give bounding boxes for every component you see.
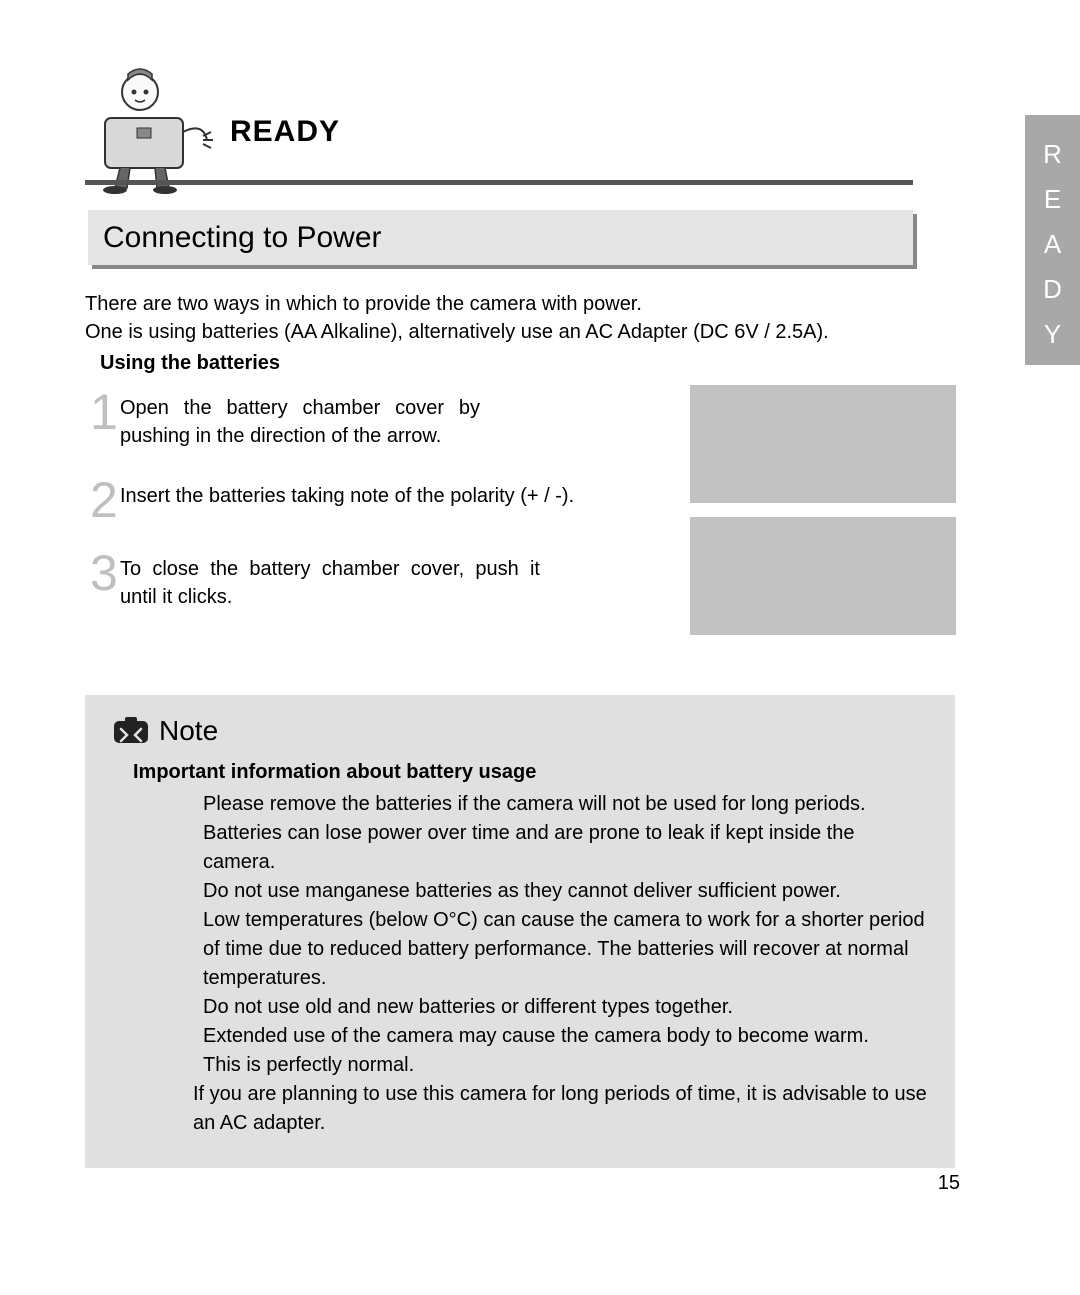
side-tab-letter: D: [1043, 270, 1062, 309]
step-item: 1 Open the battery chamber cover by push…: [90, 390, 610, 450]
note-icon: [113, 716, 149, 746]
page-number: 15: [938, 1172, 960, 1195]
note-body: Please remove the batteries if the camer…: [203, 790, 927, 1138]
figure-placeholder: [690, 517, 956, 635]
note-line: Extended use of the camera may cause the…: [203, 1022, 927, 1051]
step-item: 2 Insert the batteries taking note of th…: [90, 478, 610, 523]
horizontal-rule: [85, 180, 913, 185]
step-text: Open the battery chamber cover by pushin…: [120, 390, 480, 450]
step-text: Insert the batteries taking note of the …: [120, 478, 574, 510]
intro-text: There are two ways in which to provide t…: [85, 290, 905, 346]
side-tab-letter: A: [1044, 225, 1061, 264]
mascot-illustration: [85, 40, 225, 195]
note-line: If you are planning to use this camera f…: [193, 1080, 927, 1138]
note-line: Low temperatures (below O°C) can cause t…: [203, 906, 927, 993]
manual-page: READY R E A D Y Connecting to Power Ther…: [0, 0, 1080, 1295]
steps-list: 1 Open the battery chamber cover by push…: [90, 390, 610, 639]
image-placeholders: [690, 385, 956, 635]
subheading: Using the batteries: [100, 352, 280, 375]
section-title-text: Connecting to Power: [103, 221, 382, 255]
side-tab-letter: Y: [1044, 315, 1061, 354]
note-title: Note: [159, 715, 218, 747]
page-heading: READY: [230, 115, 340, 149]
note-subtitle: Important information about battery usag…: [133, 761, 927, 784]
side-tab-letter: R: [1043, 135, 1062, 174]
note-line: Please remove the batteries if the camer…: [203, 790, 927, 819]
note-box: Note Important information about battery…: [85, 695, 955, 1168]
side-tab-letter: E: [1044, 180, 1061, 219]
step-item: 3 To close the battery chamber cover, pu…: [90, 551, 610, 611]
step-number: 2: [90, 478, 120, 523]
intro-line: One is using batteries (AA Alkaline), al…: [85, 318, 905, 346]
step-text: To close the battery chamber cover, push…: [120, 551, 540, 611]
side-tab: R E A D Y: [1025, 115, 1080, 365]
note-header: Note: [113, 715, 927, 747]
section-title: Connecting to Power: [88, 210, 913, 265]
intro-line: There are two ways in which to provide t…: [85, 290, 905, 318]
step-number: 3: [90, 551, 120, 596]
note-line: Do not use old and new batteries or diff…: [203, 993, 927, 1022]
figure-placeholder: [690, 385, 956, 503]
note-line: Batteries can lose power over time and a…: [203, 819, 927, 877]
note-line: Do not use manganese batteries as they c…: [203, 877, 927, 906]
note-line: This is perfectly normal.: [203, 1051, 927, 1080]
step-number: 1: [90, 390, 120, 435]
